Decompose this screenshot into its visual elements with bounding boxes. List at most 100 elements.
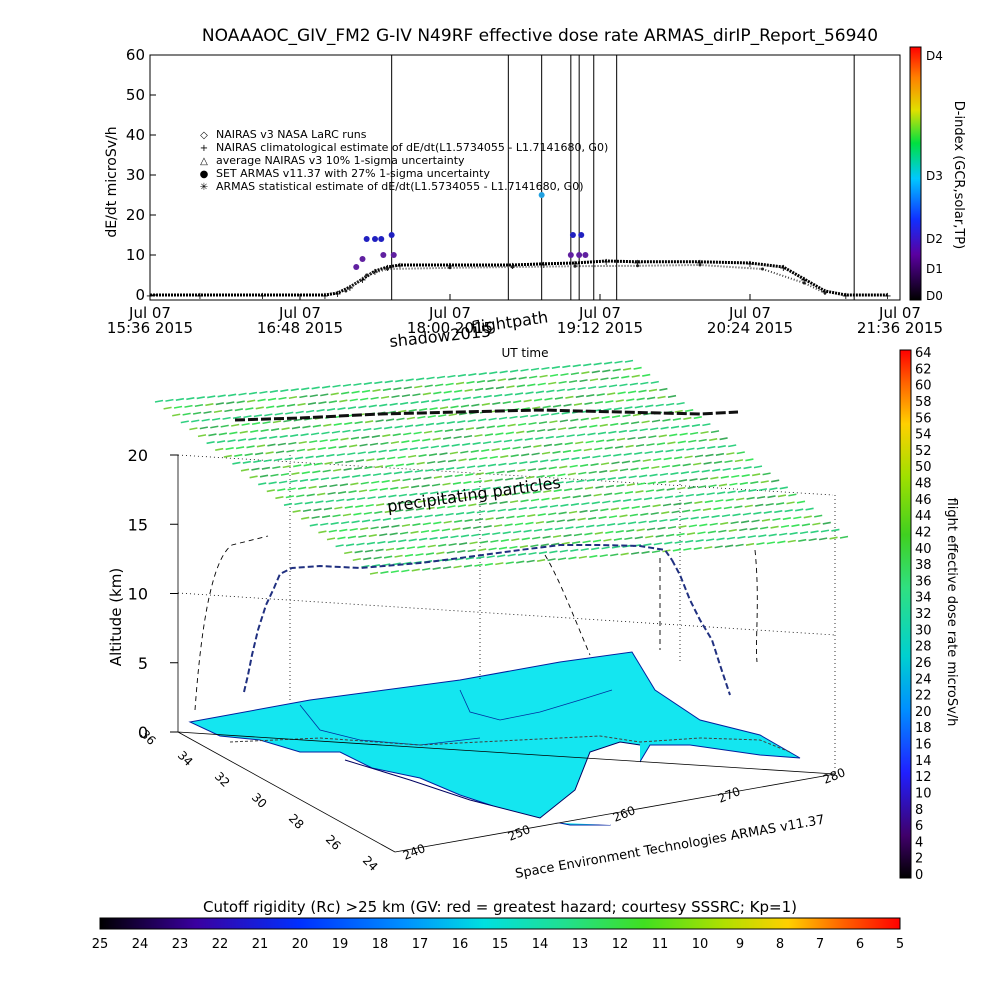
- particle-mark: [234, 453, 243, 457]
- armas-point: [538, 192, 545, 198]
- particle-mark: [372, 518, 381, 522]
- particle-mark: [355, 459, 365, 463]
- particle-mark: [220, 424, 229, 428]
- particle-mark: [403, 432, 412, 436]
- particle-mark: [436, 551, 445, 555]
- cutoff-tick-label: 14: [532, 937, 549, 952]
- state-border-2: [459, 689, 613, 721]
- particle-mark: [435, 467, 444, 471]
- particle-mark: [315, 500, 324, 504]
- particle-mark: [675, 448, 685, 452]
- particle-mark: [589, 509, 599, 513]
- y-tick-label: 20: [126, 206, 145, 224]
- particle-mark: [438, 543, 447, 547]
- particle-mark: [506, 385, 515, 389]
- particle-mark: [293, 464, 302, 468]
- particle-mark: [396, 547, 405, 551]
- particle-mark: [549, 420, 558, 424]
- particle-mark: [723, 506, 733, 510]
- particle-mark: [280, 389, 289, 393]
- particle-mark: [662, 503, 672, 507]
- particle-mark: [672, 464, 681, 468]
- legend-symbol: ●: [200, 169, 209, 180]
- particle-mark: [236, 400, 245, 404]
- particle-mark: [648, 519, 658, 523]
- nairas-point: +: [258, 291, 266, 302]
- cutoff-tick-label: 6: [856, 937, 864, 952]
- armas-stat-point: [823, 291, 827, 295]
- dose-colorbar: 0246810121416182022242628303234363840424…: [899, 346, 959, 883]
- particle-mark: [536, 475, 545, 479]
- particle-mark: [449, 451, 459, 455]
- particle-mark: [255, 406, 264, 410]
- particle-mark: [700, 430, 709, 435]
- particle-mark: [401, 440, 410, 444]
- longitude-tick-label: 250: [506, 822, 532, 844]
- particle-mark: [508, 507, 517, 511]
- timeseries-legend: ◇ NAIRAS v3 NASA LaRC runs + NAIRAS climato…: [200, 128, 609, 193]
- particle-mark: [581, 371, 590, 375]
- particle-mark: [196, 396, 205, 400]
- particle-mark: [490, 539, 499, 543]
- particle-mark: [329, 484, 338, 488]
- particle-mark: [374, 381, 383, 385]
- particle-mark: [442, 436, 452, 440]
- particle-mark: [292, 509, 301, 513]
- particle-mark: [404, 424, 414, 428]
- particle-mark: [677, 486, 686, 490]
- nairas-point: +: [196, 291, 204, 302]
- particle-mark: [401, 523, 411, 527]
- particle-mark: [666, 487, 675, 491]
- particle-mark: [503, 485, 512, 489]
- particle-mark: [481, 448, 490, 452]
- particle-mark: [312, 424, 322, 428]
- particle-mark: [474, 518, 484, 522]
- nairas-point: +: [396, 261, 404, 272]
- particle-mark: [690, 516, 699, 520]
- particle-mark: [495, 516, 505, 520]
- particle-mark: [653, 542, 662, 546]
- flightpath-label: flightpath: [470, 307, 549, 337]
- particle-mark: [551, 542, 560, 546]
- particle-mark: [673, 502, 682, 506]
- armas-stat-point: [698, 263, 702, 267]
- particle-mark: [535, 520, 545, 525]
- particle-mark: [450, 489, 460, 493]
- particle-mark: [361, 519, 371, 523]
- particle-mark: [669, 518, 678, 522]
- particle-mark: [575, 525, 584, 529]
- particle-mark: [361, 435, 370, 439]
- particle-mark: [457, 373, 467, 378]
- particle-mark: [554, 527, 564, 531]
- particle-mark: [646, 527, 656, 531]
- particle-mark: [498, 416, 508, 420]
- particle-mark: [704, 500, 713, 504]
- particle-mark: [288, 441, 297, 445]
- particle-mark: [679, 432, 688, 436]
- particle-mark: [612, 368, 621, 372]
- particle-mark: [275, 450, 285, 454]
- particle-mark: [301, 516, 310, 520]
- particle-mark: [354, 550, 363, 554]
- particle-mark: [753, 511, 762, 515]
- particle-mark: [352, 557, 361, 562]
- longitude-tick-label: 280: [821, 765, 847, 787]
- particle-mark: [540, 413, 549, 417]
- particle-mark: [354, 421, 363, 425]
- particle-mark: [477, 548, 487, 552]
- precip-label: precipitating particles: [386, 473, 562, 516]
- particle-mark: [633, 497, 642, 502]
- particle-mark: [536, 428, 546, 433]
- particle-mark: [491, 448, 500, 452]
- particle-mark: [463, 564, 473, 568]
- particle-mark: [561, 411, 570, 415]
- particle-mark: [558, 380, 567, 384]
- timeseries-y-axis: 0 10 20 30 40 50 60: [126, 46, 156, 304]
- particle-mark: [372, 388, 381, 392]
- particle-mark: [348, 444, 358, 448]
- particle-mark: [397, 455, 406, 459]
- particle-mark: [801, 523, 811, 527]
- dose-tick-label: 54: [915, 428, 932, 443]
- particle-mark: [683, 501, 693, 505]
